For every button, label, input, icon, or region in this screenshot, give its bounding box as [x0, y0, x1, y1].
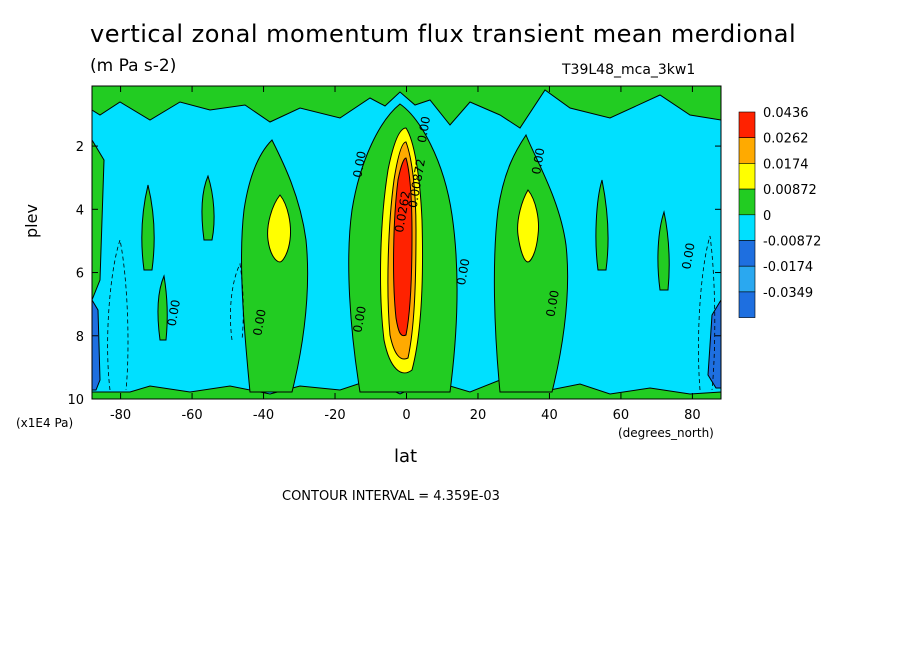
x-axis-label: lat: [394, 446, 418, 467]
legend-swatch: [738, 265, 756, 293]
x-tick-label: -60: [181, 408, 202, 423]
chart-units: (m Pa s-2): [90, 56, 177, 76]
dashed-contour-3: [698, 235, 716, 391]
equatorial-red: [393, 157, 413, 337]
legend-label: 0.00872: [763, 183, 817, 198]
x-tick-label: -80: [110, 408, 131, 423]
contour-label: 0.00: [529, 147, 547, 176]
green-spike-2: [157, 274, 168, 341]
y-tick-label: 4: [76, 203, 84, 218]
legend-swatch: [738, 291, 756, 318]
legend-swatch: [738, 188, 756, 216]
contour-label: 0.00: [454, 257, 472, 286]
x-tick-label: 60: [613, 408, 630, 423]
x-tick-label: -40: [253, 408, 274, 423]
y-tick-label: 10: [67, 393, 84, 408]
contour-label: 0.00: [350, 150, 368, 179]
dashed-contour-2: [230, 262, 244, 341]
legend-swatch: [738, 137, 756, 164]
legend-label: 0: [763, 209, 771, 224]
green-column-north: [493, 133, 569, 393]
contour-label: 0.00: [250, 308, 268, 337]
axes: -80 -60 -40 -20 0 20 40 60 80 2 4 6 8 10: [67, 86, 721, 423]
x-tick-label: 80: [684, 408, 701, 423]
legend-label: 0.0262: [763, 132, 809, 147]
y-tick-label: 6: [76, 267, 84, 282]
legend: 0.0436 0.0262 0.0174 0.00872 0 -0.00872 -0.017…: [738, 106, 821, 318]
x-tick-label: 20: [470, 408, 487, 423]
run-id: T39L48_mca_3kw1: [562, 62, 696, 78]
y-axis-label: plev: [22, 204, 41, 238]
legend-label: 0.0174: [763, 157, 809, 172]
legend-swatch: [738, 163, 756, 190]
contour-label: 0.00: [415, 115, 433, 144]
yellow-core-south: [267, 194, 291, 263]
green-edge-left: [92, 139, 105, 301]
legend-label: -0.0349: [763, 286, 813, 301]
green-spike-1: [141, 184, 155, 271]
contour-label: 0.00: [165, 299, 183, 328]
y-axis-unit: (x1E4 Pa): [16, 416, 74, 430]
x-tick-label: -20: [324, 408, 345, 423]
green-spike-5: [657, 210, 670, 291]
dashed-contour-1: [107, 238, 129, 391]
legend-label: -0.0174: [763, 260, 813, 275]
contour-label: 0.00: [543, 289, 561, 318]
yellow-core-north: [517, 189, 539, 263]
legend-swatch: [738, 111, 756, 139]
y-tick-label: 2: [76, 140, 84, 155]
green-spike-4: [595, 179, 609, 271]
x-axis-unit: (degrees_north): [618, 426, 714, 440]
legend-label: -0.00872: [763, 235, 821, 250]
chart-title: vertical zonal momentum flux transient m…: [90, 20, 797, 48]
contour-label: 0.00: [679, 242, 697, 271]
polar-core-south: [92, 299, 101, 391]
x-tick-label: 40: [541, 408, 558, 423]
y-tick-label: 8: [76, 330, 84, 345]
legend-label: 0.0436: [763, 106, 809, 121]
legend-swatch: [738, 240, 756, 267]
contour-label: 0.00: [350, 305, 368, 334]
legend-swatch: [738, 214, 756, 241]
contour-interval: CONTOUR INTERVAL = 4.359E-03: [282, 489, 500, 504]
x-tick-label: 0: [402, 408, 410, 423]
green-spike-3: [201, 174, 215, 241]
green-band-top: [92, 86, 721, 129]
